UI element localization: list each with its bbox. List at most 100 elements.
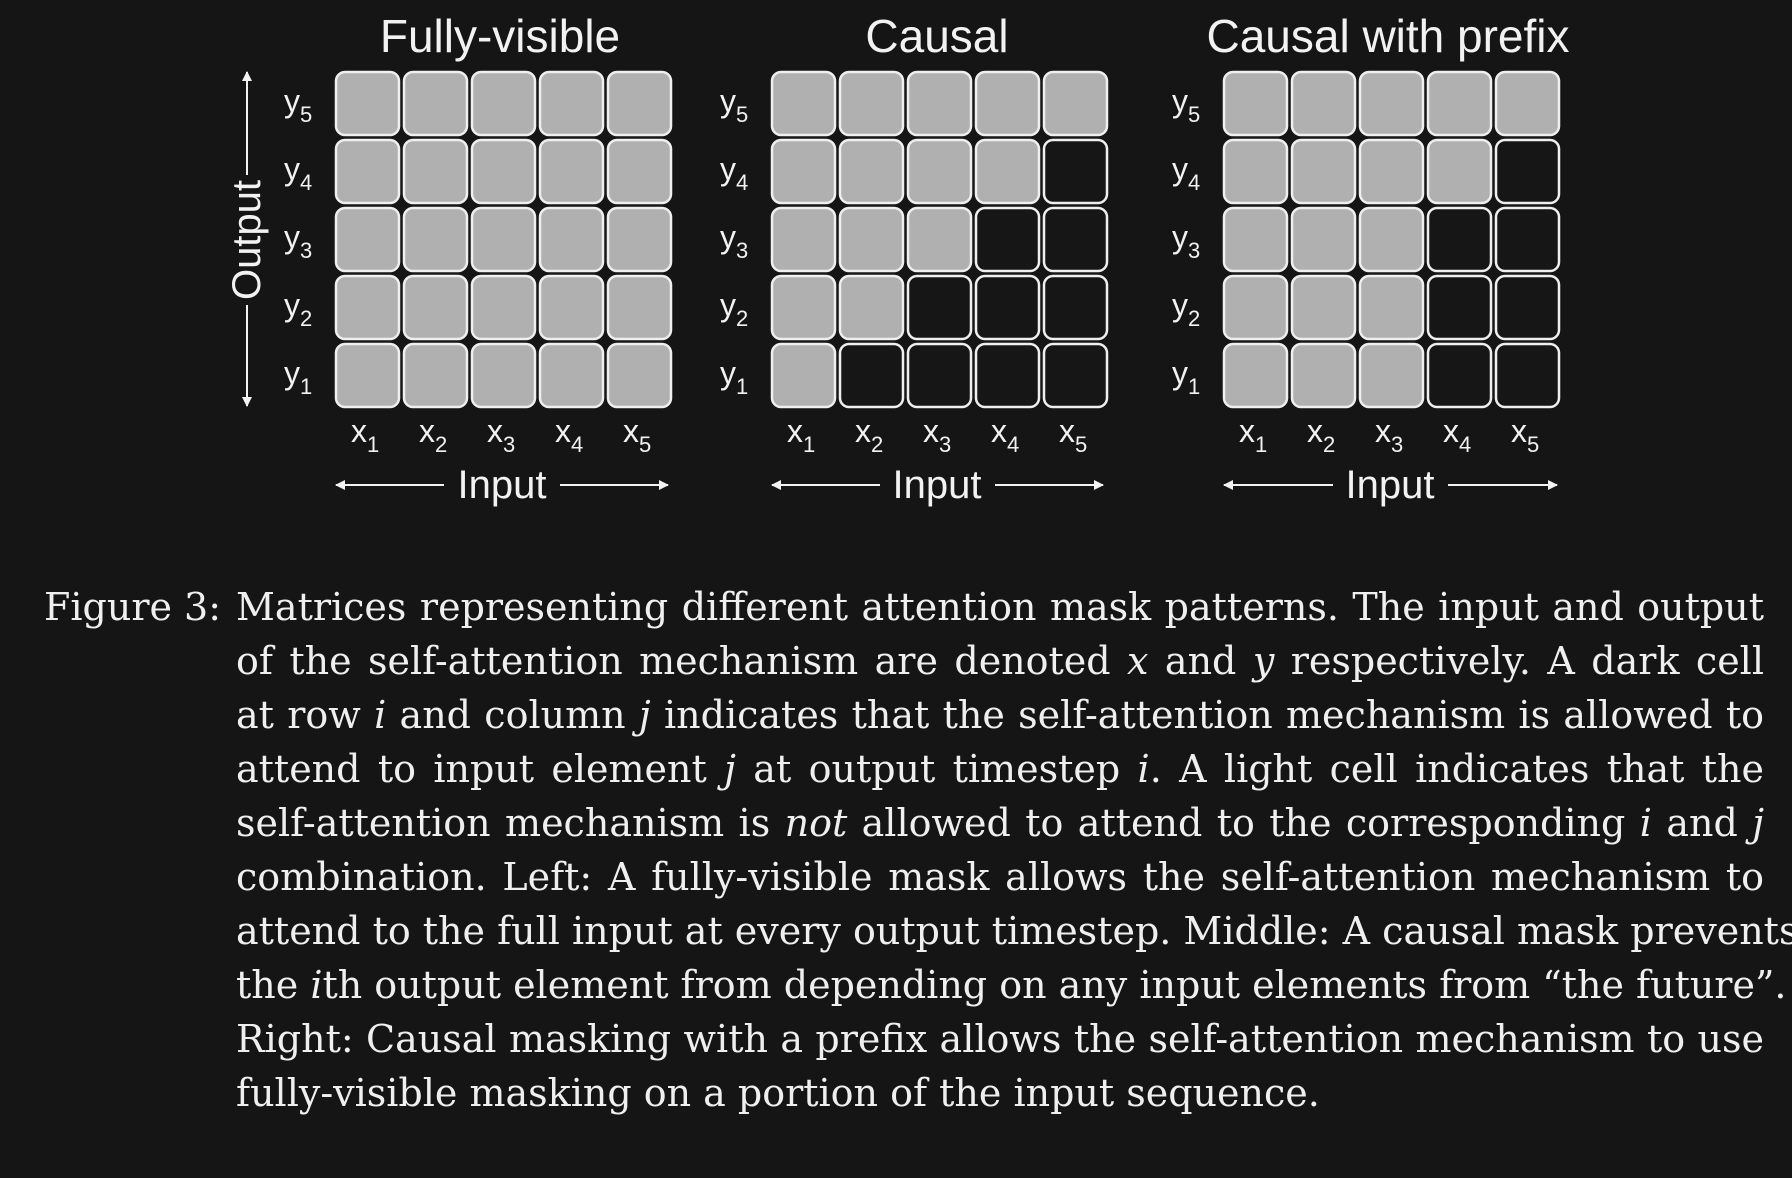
mask-cell: [1042, 342, 1109, 409]
input-axis: Input: [1223, 463, 1558, 507]
mask-cell: [974, 138, 1041, 205]
caption-line: fully-visible masking on a portion of th…: [236, 1071, 1320, 1115]
input-axis-label: Input: [1346, 463, 1435, 507]
column-label-x3: x3: [1375, 413, 1403, 457]
mask-cell: [838, 342, 905, 409]
figure-label: Figure 3:: [44, 585, 222, 629]
mask-cell: [1494, 70, 1561, 137]
mask-cell: [974, 206, 1041, 273]
mask-cell: [838, 274, 905, 341]
mask-cell: [1358, 206, 1425, 273]
figure-caption: Figure 3: Matrices representing differen…: [44, 580, 1792, 1120]
mask-cell: [770, 206, 837, 273]
mask-cell: [906, 70, 973, 137]
mask-cell: [1290, 274, 1357, 341]
column-labels: x1 x2 x3 x4 x5: [1239, 413, 1539, 457]
column-label-x2: x2: [419, 413, 447, 457]
caption-line: of the self-attention mechanism are deno…: [236, 639, 1764, 683]
mask-cell: [470, 70, 537, 137]
mask-cell: [770, 342, 837, 409]
row-labels: y5 y4 y3 y2 y1: [1172, 83, 1200, 399]
mask-cell: [470, 138, 537, 205]
column-labels: x1 x2 x3 x4 x5: [787, 413, 1087, 457]
mask-cell: [1494, 274, 1561, 341]
mask-cell: [402, 274, 469, 341]
mask-cell: [1222, 274, 1289, 341]
caption-line: attend to input element j at output time…: [236, 747, 1765, 791]
mask-cell: [470, 206, 537, 273]
mask-cell: [1222, 70, 1289, 137]
mask-cell: [538, 274, 605, 341]
mask-cell: [334, 342, 401, 409]
row-label-y2: y2: [284, 287, 312, 331]
row-labels: y5 y4 y3 y2 y1: [284, 83, 312, 399]
row-label-y1: y1: [720, 355, 748, 399]
mask-cell: [1042, 206, 1109, 273]
mask-cell: [1426, 342, 1493, 409]
mask-cell: [1358, 70, 1425, 137]
mask-cell: [538, 70, 605, 137]
mask-cell: [538, 138, 605, 205]
column-label-x4: x4: [1443, 413, 1471, 457]
mask-cell: [838, 206, 905, 273]
output-axis: Output: [225, 71, 269, 407]
mask-cell: [1290, 138, 1357, 205]
caption-line: the ith output element from depending on…: [236, 963, 1787, 1007]
mask-cell: [402, 342, 469, 409]
panel-title-causal-with-prefix: Causal with prefix: [1206, 10, 1569, 62]
mask-grid-causal: [770, 70, 1109, 409]
column-label-x3: x3: [923, 413, 951, 457]
mask-cell: [1426, 274, 1493, 341]
mask-cell: [606, 138, 673, 205]
mask-grid-fully-visible: [334, 70, 673, 409]
row-label-y5: y5: [284, 83, 312, 127]
row-label-y3: y3: [284, 219, 312, 263]
mask-cell: [1494, 206, 1561, 273]
mask-cell: [1222, 342, 1289, 409]
mask-cell: [1222, 138, 1289, 205]
mask-cell: [974, 274, 1041, 341]
caption-line: self-attention mechanism is not allowed …: [236, 801, 1764, 845]
column-label-x5: x5: [623, 413, 651, 457]
row-label-y5: y5: [1172, 83, 1200, 127]
caption-line: Matrices representing different attentio…: [236, 585, 1764, 629]
row-label-y4: y4: [284, 151, 312, 195]
mask-cell: [334, 70, 401, 137]
mask-cell: [334, 138, 401, 205]
mask-panel-2: Causal with prefix y5 y4 y3 y2 y1 x1 x2 x3 x4 x5…: [1172, 10, 1570, 507]
mask-cell: [606, 342, 673, 409]
mask-cell: [1222, 206, 1289, 273]
caption-line: attend to the full input at every output…: [236, 909, 1792, 953]
column-label-x1: x1: [1239, 413, 1267, 457]
mask-cell: [906, 274, 973, 341]
mask-cell: [1042, 274, 1109, 341]
mask-cell: [1042, 138, 1109, 205]
mask-cell: [470, 274, 537, 341]
input-axis: Input: [771, 463, 1104, 507]
column-labels: x1 x2 x3 x4 x5: [351, 413, 651, 457]
column-label-x1: x1: [787, 413, 815, 457]
mask-cell: [770, 70, 837, 137]
mask-cell: [606, 70, 673, 137]
mask-grid-causal-with-prefix: [1222, 70, 1561, 409]
mask-cell: [470, 342, 537, 409]
mask-cell: [770, 274, 837, 341]
mask-panel-1: Causal y5 y4 y3 y2 y1 x1 x2 x3 x4 x5 Input: [720, 10, 1109, 507]
mask-cell: [1426, 206, 1493, 273]
mask-cell: [974, 70, 1041, 137]
panel-title-fully-visible: Fully-visible: [380, 10, 620, 62]
caption-body: Matrices representing different attentio…: [236, 580, 1792, 1120]
mask-cell: [974, 342, 1041, 409]
mask-cell: [402, 206, 469, 273]
mask-cell: [1042, 70, 1109, 137]
input-axis-label: Input: [458, 463, 547, 507]
mask-cell: [606, 206, 673, 273]
mask-cell: [538, 342, 605, 409]
mask-cell: [1290, 206, 1357, 273]
mask-cell: [906, 206, 973, 273]
output-axis-label: Output: [225, 180, 269, 300]
mask-cell: [402, 138, 469, 205]
mask-cell: [1426, 138, 1493, 205]
input-axis-label: Input: [893, 463, 982, 507]
attention-mask-diagram: Output Fully-visible y5 y4 y3 y2 y1 x1 x2 x3 x4…: [225, 10, 1570, 507]
